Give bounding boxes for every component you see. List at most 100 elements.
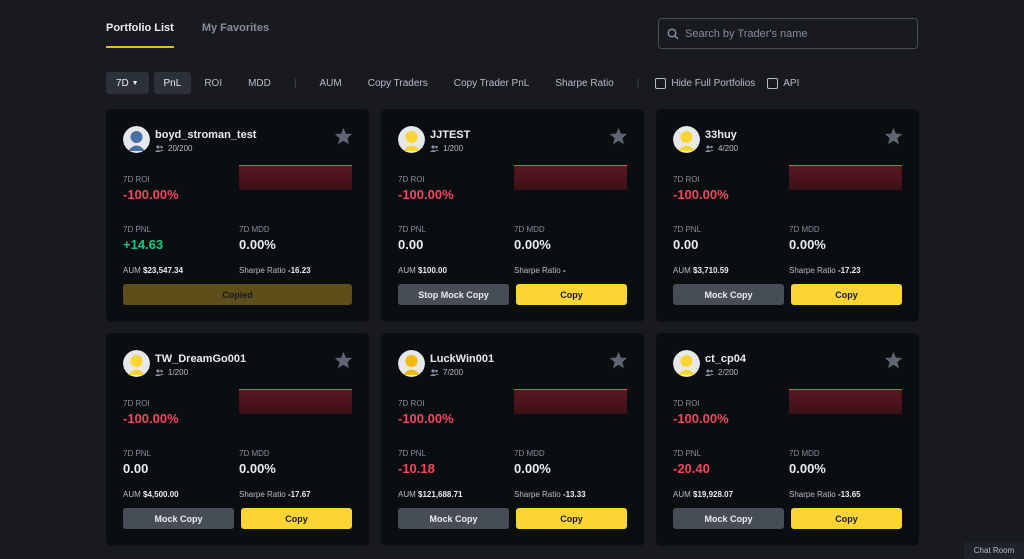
mdd-value: 0.00% bbox=[239, 461, 276, 476]
mock-copy-button[interactable]: Mock Copy bbox=[123, 508, 234, 529]
roi-sparkline bbox=[789, 389, 902, 414]
mock-copy-button[interactable]: Stop Mock Copy bbox=[398, 284, 509, 305]
copier-count: 7/200 bbox=[430, 368, 463, 377]
aum-value: $23,547.34 bbox=[143, 266, 184, 275]
aum: AUM $121,688.71 bbox=[398, 490, 463, 499]
sharpe-ratio: Sharpe Ratio -16.23 bbox=[239, 266, 311, 275]
sharpe-ratio: Sharpe Ratio - bbox=[514, 266, 566, 275]
mock-copy-button[interactable]: Mock Copy bbox=[398, 508, 509, 529]
aum-value: $100.00 bbox=[418, 266, 447, 275]
pnl-value: -10.18 bbox=[398, 461, 435, 476]
roi-value: -100.00% bbox=[673, 411, 729, 426]
hide-full-checkbox[interactable]: Hide Full Portfolios bbox=[655, 77, 756, 89]
pnl-value: 0.00 bbox=[123, 461, 149, 476]
portfolio-card[interactable]: ct_cp04 2/200 7D ROI -100.00% 7D PNL -20… bbox=[656, 333, 919, 546]
sharpe-value: - bbox=[562, 266, 566, 275]
sort-copy-traders[interactable]: Copy Traders bbox=[367, 77, 428, 89]
sharpe-value: -17.67 bbox=[287, 490, 311, 499]
sort-roi[interactable]: ROI bbox=[204, 77, 223, 89]
sharpe-label: Sharpe Ratio bbox=[514, 266, 561, 275]
aum-label: AUM bbox=[398, 266, 416, 275]
trader-name[interactable]: TW_DreamGo001 bbox=[155, 353, 247, 365]
roi-sparkline bbox=[789, 165, 902, 190]
search-box[interactable] bbox=[658, 18, 918, 49]
pnl-value: -20.40 bbox=[673, 461, 710, 476]
sharpe-label: Sharpe Ratio bbox=[789, 266, 836, 275]
copy-button[interactable]: Copy bbox=[791, 284, 902, 305]
pnl-value: 0.00 bbox=[673, 237, 699, 252]
mdd-value: 0.00% bbox=[514, 461, 551, 476]
roi-sparkline bbox=[514, 165, 627, 190]
search-input[interactable] bbox=[685, 27, 905, 40]
api-checkbox[interactable]: API bbox=[767, 77, 799, 89]
copy-button[interactable]: Copy bbox=[516, 508, 627, 529]
period-value: 7D bbox=[116, 77, 129, 89]
copier-count-value: 20/200 bbox=[168, 144, 193, 153]
trader-name[interactable]: JJTEST bbox=[430, 129, 471, 141]
tab-my-favorites[interactable]: My Favorites bbox=[201, 22, 270, 34]
favorite-star-icon[interactable] bbox=[334, 127, 353, 150]
tab-portfolio-list[interactable]: Portfolio List bbox=[106, 22, 174, 48]
sharpe-ratio: Sharpe Ratio -17.67 bbox=[239, 490, 311, 499]
avatar bbox=[123, 126, 150, 153]
copy-button[interactable]: Copy bbox=[791, 508, 902, 529]
portfolio-card[interactable]: TW_DreamGo001 1/200 7D ROI -100.00% 7D P… bbox=[106, 333, 369, 546]
trader-name[interactable]: boyd_stroman_test bbox=[155, 129, 257, 141]
sort-sharpe-ratio[interactable]: Sharpe Ratio bbox=[555, 77, 614, 89]
favorite-star-icon[interactable] bbox=[609, 351, 628, 374]
trader-name[interactable]: ct_cp04 bbox=[705, 353, 746, 365]
roi-label: 7D ROI bbox=[673, 399, 700, 408]
pnl-value: +14.63 bbox=[123, 237, 164, 252]
period-select[interactable]: 7D ▼ bbox=[106, 72, 149, 94]
sharpe-label: Sharpe Ratio bbox=[239, 266, 286, 275]
sharpe-value: -17.23 bbox=[837, 266, 861, 275]
avatar bbox=[398, 350, 425, 377]
roi-sparkline bbox=[514, 389, 627, 414]
users-icon bbox=[430, 145, 439, 152]
aum-label: AUM bbox=[123, 490, 141, 499]
pnl-label: 7D PNL bbox=[398, 225, 427, 234]
roi-value: -100.00% bbox=[123, 411, 179, 426]
hide-full-label: Hide Full Portfolios bbox=[671, 77, 756, 89]
sort-copy-trader-pnl[interactable]: Copy Trader PnL bbox=[453, 77, 530, 89]
chat-room-button[interactable]: Chat Room bbox=[964, 542, 1024, 559]
roi-value: -100.00% bbox=[673, 187, 729, 202]
copy-button[interactable]: Copy bbox=[516, 284, 627, 305]
trader-name[interactable]: 33huy bbox=[705, 129, 737, 141]
mdd-label: 7D MDD bbox=[514, 449, 545, 458]
trader-name[interactable]: LuckWin001 bbox=[430, 353, 495, 365]
users-icon bbox=[155, 369, 164, 376]
favorite-star-icon[interactable] bbox=[884, 127, 903, 150]
aum-value: $121,688.71 bbox=[418, 490, 463, 499]
portfolio-card[interactable]: LuckWin001 7/200 7D ROI -100.00% 7D PNL … bbox=[381, 333, 644, 546]
sharpe-value: -13.65 bbox=[837, 490, 861, 499]
divider: | bbox=[293, 77, 297, 89]
roi-value: -100.00% bbox=[123, 187, 179, 202]
portfolio-card[interactable]: 33huy 4/200 7D ROI -100.00% 7D PNL 0.00 … bbox=[656, 109, 919, 322]
divider: | bbox=[636, 77, 640, 89]
roi-sparkline bbox=[239, 165, 352, 190]
copier-count-value: 2/200 bbox=[718, 368, 739, 377]
favorite-star-icon[interactable] bbox=[609, 127, 628, 150]
filter-bar: 7D ▼ PnL ROI MDD | AUM Copy Traders Copy… bbox=[106, 72, 805, 94]
copier-count: 2/200 bbox=[705, 368, 738, 377]
sort-pnl[interactable]: PnL bbox=[153, 72, 192, 94]
copy-button[interactable]: Copy bbox=[241, 508, 352, 529]
copied-button[interactable]: Copied bbox=[123, 284, 352, 305]
favorite-star-icon[interactable] bbox=[334, 351, 353, 374]
mock-copy-button[interactable]: Mock Copy bbox=[673, 508, 784, 529]
sort-mdd[interactable]: MDD bbox=[248, 77, 271, 89]
sharpe-label: Sharpe Ratio bbox=[789, 490, 836, 499]
roi-value: -100.00% bbox=[398, 411, 454, 426]
aum: AUM $3,710.59 bbox=[673, 266, 729, 275]
sharpe-ratio: Sharpe Ratio -13.65 bbox=[789, 490, 861, 499]
favorite-star-icon[interactable] bbox=[884, 351, 903, 374]
portfolio-card[interactable]: boyd_stroman_test 20/200 7D ROI -100.00%… bbox=[106, 109, 369, 322]
portfolio-card[interactable]: JJTEST 1/200 7D ROI -100.00% 7D PNL 0.00… bbox=[381, 109, 644, 322]
mdd-label: 7D MDD bbox=[514, 225, 545, 234]
aum-value: $19,928.07 bbox=[693, 490, 734, 499]
roi-sparkline bbox=[239, 389, 352, 414]
mock-copy-button[interactable]: Mock Copy bbox=[673, 284, 784, 305]
pnl-label: 7D PNL bbox=[123, 449, 152, 458]
sort-aum[interactable]: AUM bbox=[319, 77, 342, 89]
